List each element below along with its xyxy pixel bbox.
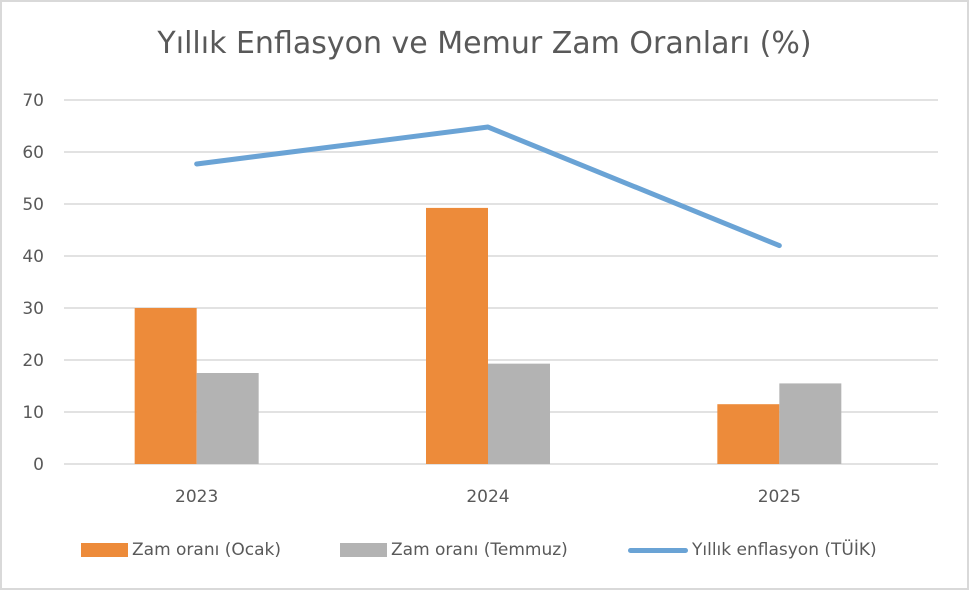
legend-label: Zam oranı (Temmuz) bbox=[391, 540, 568, 560]
chart-legend: Zam oranı (Ocak) Zam oranı (Temmuz) Yıll… bbox=[0, 536, 969, 564]
legend-item-enflasyon: Yıllık enflasyon (TÜİK) bbox=[628, 536, 877, 564]
bar-temmuz-2025 bbox=[779, 383, 842, 464]
bar-temmuz-2024 bbox=[488, 363, 550, 464]
y-tick-label: 60 bbox=[22, 143, 44, 163]
y-tick-label: 70 bbox=[22, 91, 44, 111]
legend-swatch-enflasyon bbox=[628, 547, 688, 553]
bar-ocak-2025 bbox=[717, 404, 780, 464]
legend-item-temmuz: Zam oranı (Temmuz) bbox=[340, 536, 568, 564]
legend-label: Zam oranı (Ocak) bbox=[132, 540, 281, 560]
bar-ocak-2024 bbox=[426, 207, 488, 464]
x-tick-label: 2024 bbox=[466, 487, 509, 507]
legend-swatch-temmuz bbox=[340, 543, 387, 557]
x-tick-label: 2023 bbox=[175, 487, 218, 507]
chart-title: Yıllık Enflasyon ve Memur Zam Oranları (… bbox=[157, 26, 812, 61]
legend-label: Yıllık enflasyon (TÜİK) bbox=[692, 540, 877, 560]
y-tick-label: 40 bbox=[22, 247, 44, 267]
line-enflasyon bbox=[194, 124, 782, 249]
y-tick-label: 10 bbox=[22, 403, 44, 423]
y-tick-label: 0 bbox=[33, 455, 44, 475]
y-tick-label: 30 bbox=[22, 299, 44, 319]
x-tick-label: 2025 bbox=[758, 487, 801, 507]
y-tick-label: 50 bbox=[22, 195, 44, 215]
legend-swatch-ocak bbox=[81, 543, 128, 557]
legend-item-ocak: Zam oranı (Ocak) bbox=[81, 536, 281, 564]
bar-temmuz-2023 bbox=[196, 373, 259, 464]
y-tick-label: 20 bbox=[22, 351, 44, 371]
bar-ocak-2023 bbox=[134, 308, 197, 464]
